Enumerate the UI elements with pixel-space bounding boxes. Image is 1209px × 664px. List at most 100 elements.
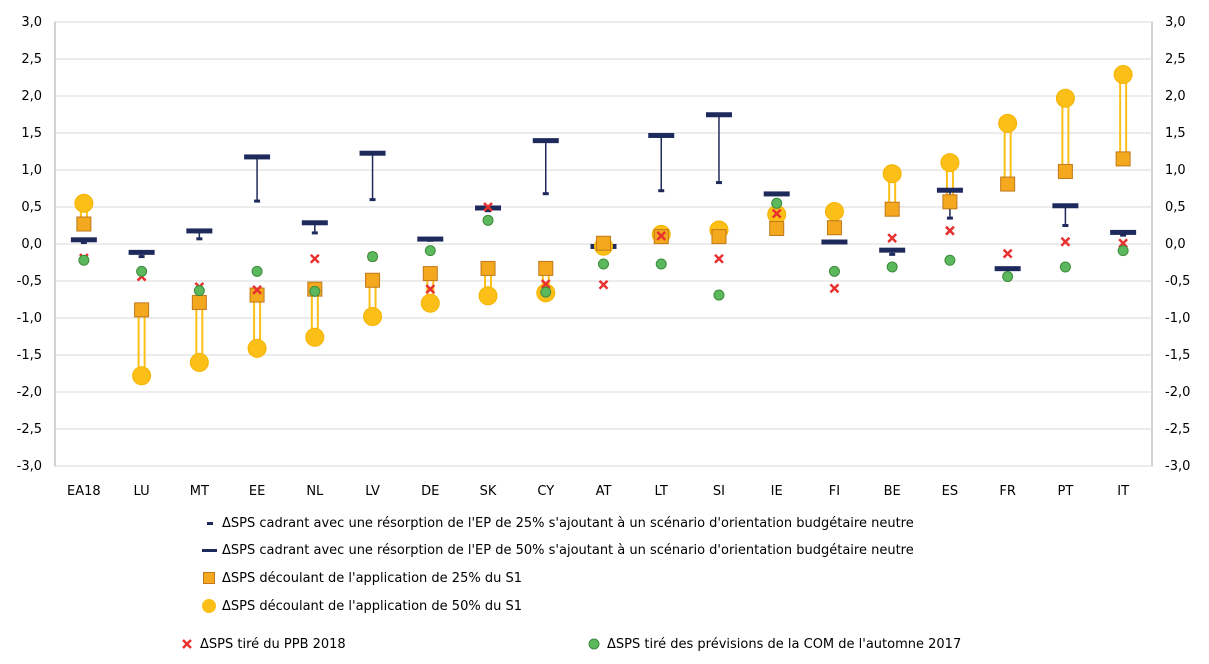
legend-short-dash-icon: [200, 514, 218, 532]
ep50-marker: [359, 150, 386, 156]
s1-50-marker: [1113, 65, 1133, 85]
legend-label: ΔSPS découlant de l'application de 25% d…: [222, 570, 522, 586]
s1-25-marker: [826, 220, 842, 236]
ppb-marker: [771, 208, 782, 219]
y-tick-label-right: 1,5: [1165, 126, 1186, 141]
com-marker: [1059, 261, 1071, 273]
x-tick-label: FI: [829, 484, 840, 499]
ep50-marker: [1052, 203, 1079, 209]
legend-label: ΔSPS tiré du PPB 2018: [200, 636, 346, 652]
x-tick-label: DE: [421, 484, 439, 499]
y-tick-label-right: 2,5: [1165, 52, 1186, 67]
legend-circle-icon: [200, 597, 218, 615]
s1-25-marker: [480, 260, 496, 276]
y-tick-label-right: -2,5: [1165, 422, 1190, 437]
ppb-marker-stroke: [714, 253, 724, 264]
ep25-marker: [369, 198, 376, 202]
s1-25-marker: [769, 220, 785, 236]
ppb-marker-stroke: [1060, 236, 1071, 247]
ep25-marker: [1062, 224, 1069, 227]
ep50-marker: [763, 191, 790, 197]
y-tick-label-left: 2,0: [21, 89, 42, 104]
y-tick-label-right: 0,5: [1165, 200, 1186, 215]
s1-50-marker: [132, 366, 152, 386]
y-tick-label-left: -2,0: [17, 385, 42, 400]
ep50-marker: [301, 220, 328, 226]
s1-25-marker: [1000, 176, 1016, 192]
ep50-marker: [244, 154, 271, 160]
legend-x-icon: [178, 635, 196, 653]
ep50-marker: [186, 228, 213, 234]
s1-50-marker: [74, 193, 94, 213]
y-tick-label-left: 0,5: [21, 200, 42, 215]
s1-25-marker: [1057, 163, 1073, 179]
ppb-marker-stroke: [598, 279, 609, 290]
ppb-marker: [425, 284, 436, 295]
s1-25-marker: [711, 229, 727, 245]
s1-25-marker: [365, 272, 381, 288]
y-tick-label-right: -2,0: [1165, 385, 1190, 400]
ep25-marker: [889, 252, 896, 256]
com-marker: [598, 258, 609, 270]
ep50-marker: [936, 187, 963, 193]
ep50-marker: [994, 266, 1021, 272]
ep25-marker: [311, 231, 318, 235]
x-tick-label: PT: [1058, 484, 1074, 499]
ppb-marker: [887, 233, 898, 243]
com-marker: [136, 265, 148, 277]
s1-25-marker: [191, 294, 207, 310]
ep25-marker: [138, 255, 145, 259]
legend-item-s1-25: ΔSPS découlant de l'application de 25% d…: [200, 569, 522, 587]
y-tick-label-left: -1,0: [17, 311, 42, 326]
ep50-marker: [1110, 229, 1137, 235]
legend-item-ppb: ΔSPS tiré du PPB 2018: [178, 635, 346, 653]
y-tick-label-left: -0,5: [17, 274, 42, 289]
x-tick-label: EE: [249, 484, 265, 499]
com-marker: [828, 265, 840, 277]
com-marker: [1117, 245, 1129, 257]
s1-50-marker: [478, 286, 498, 306]
y-tick-label-right: 2,0: [1165, 89, 1186, 104]
s1-25-marker: [134, 302, 150, 318]
ppb-marker: [945, 225, 955, 236]
ep50-marker: [821, 239, 848, 245]
com-marker: [424, 245, 436, 257]
y-tick-label-left: -1,5: [17, 348, 42, 363]
com-marker: [482, 214, 494, 226]
com-marker: [1002, 271, 1014, 283]
y-tick-label-right: -0,5: [1165, 274, 1190, 289]
s1-25-marker: [596, 235, 611, 251]
legend-label: ΔSPS découlant de l'application de 50% d…: [222, 598, 522, 614]
com-marker: [251, 265, 263, 277]
y-tick-label-right: -3,0: [1165, 459, 1190, 474]
ep50-marker: [648, 132, 675, 138]
ppb-marker-stroke: [829, 283, 840, 294]
s1-50-marker: [998, 113, 1018, 133]
y-tick-label-right: -1,0: [1165, 311, 1190, 326]
ep25-marker: [485, 209, 492, 213]
ppb-marker: [1060, 236, 1071, 247]
x-tick-label: SI: [713, 484, 725, 499]
ppb-marker: [598, 279, 609, 290]
s1-25-marker: [538, 260, 554, 276]
com-marker: [540, 286, 552, 298]
legend-square-icon: [200, 569, 218, 587]
legend-dot-icon: [585, 635, 603, 653]
x-tick-label: AT: [596, 484, 612, 499]
y-tick-label-right: -1,5: [1165, 348, 1190, 363]
s1-25-marker: [884, 201, 900, 217]
s1-50-marker: [247, 338, 267, 358]
com-marker: [713, 289, 725, 301]
ep50-marker: [70, 237, 97, 243]
com-marker: [771, 197, 783, 209]
s1-50-marker: [363, 307, 383, 327]
legend-item-ep25: ΔSPS cadrant avec une résorption de l'EP…: [200, 514, 914, 532]
ep25-marker: [254, 199, 261, 203]
ppb-marker-stroke: [1002, 248, 1013, 259]
s1-50-marker: [940, 153, 960, 173]
com-marker: [367, 251, 379, 263]
x-tick-label: LT: [655, 484, 668, 499]
ppb-marker-stroke: [252, 284, 262, 295]
legend-item-ep50: ΔSPS cadrant avec une résorption de l'EP…: [200, 541, 914, 559]
